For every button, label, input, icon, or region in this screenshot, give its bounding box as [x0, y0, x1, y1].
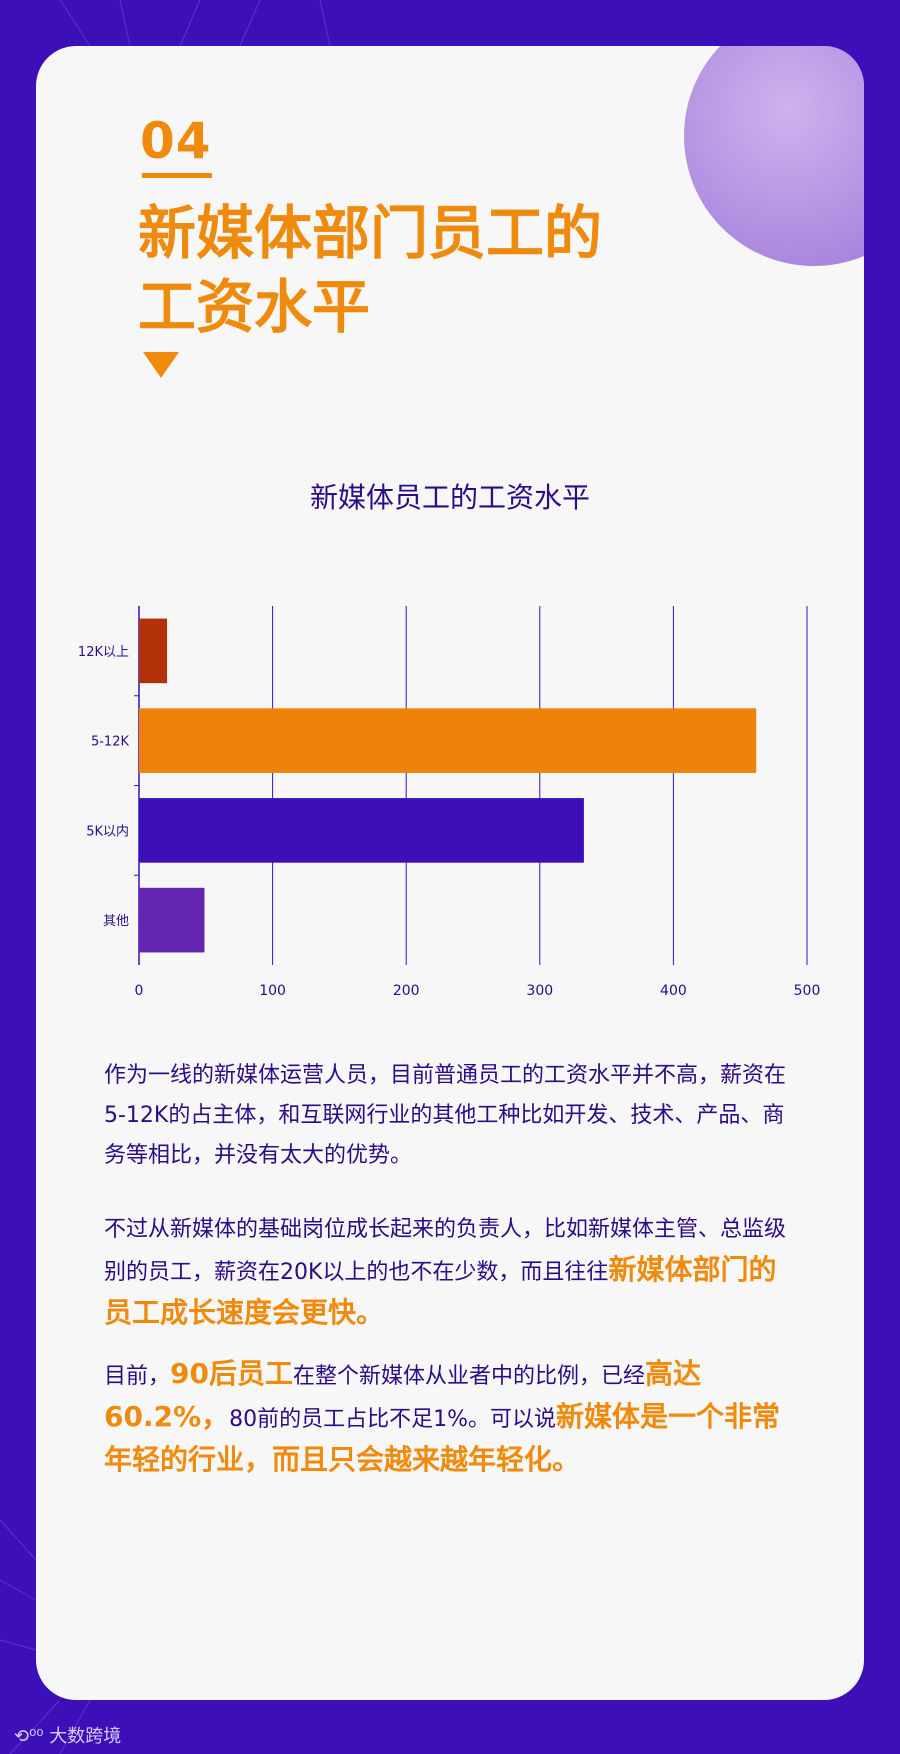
x-tick-label: 500 [794, 983, 821, 999]
paragraph-2-highlight: 新媒体部门的员工成长速度会更快。 [104, 1253, 777, 1329]
footer-brand: ⟲⁰⁰ 大数跨境 [14, 1722, 121, 1748]
section-number: 04 [140, 112, 212, 170]
x-tick-label: 400 [660, 983, 687, 999]
y-category-label: 5K以内 [86, 823, 129, 839]
content-card: 04 新媒体部门员工的 工资水平 新媒体员工的工资水平 0 100 200 300 40… [36, 46, 864, 1700]
brand-logo-icon: ⟲⁰⁰ [14, 1726, 50, 1747]
down-triangle-icon [143, 352, 179, 378]
chart-title: 新媒体员工的工资水平 [309, 481, 590, 514]
paragraph-3-text-b: 在整个新媒体从业者中的比例，已经 [292, 1364, 645, 1389]
paragraph-3: 目前，90后员工在整个新媒体从业者中的比例，已经高达60.2%，80前的员工占比… [104, 1354, 804, 1483]
page-title: 新媒体部门员工的 工资水平 [138, 196, 602, 344]
paragraph-3-text-c: 80前的员工占比不足1%。可以说 [229, 1407, 557, 1432]
x-tick-label: 0 [135, 983, 144, 999]
paragraph-2-text: 不过从新媒体的基础岗位成长起来的负责人，比如新媒体主管、总监级别的员工，薪资在2… [104, 1217, 787, 1285]
paragraph-2: 不过从新媒体的基础岗位成长起来的负责人，比如新媒体主管、总监级别的员工，薪资在2… [104, 1210, 804, 1336]
title-line-1: 新媒体部门员工的 [138, 199, 603, 267]
paragraph-1: 作为一线的新媒体运营人员，目前普通员工的工资水平并不高，薪资在5-12K的占主体… [104, 1063, 787, 1168]
y-category-label: 5-12K [91, 735, 130, 750]
x-tick-label: 100 [259, 983, 286, 999]
x-tick-label: 200 [393, 983, 420, 999]
y-category-label: 12K以上 [78, 645, 129, 660]
paragraph-3-highlight-b: 高达60.2%， [104, 1357, 702, 1433]
section-number-underline [142, 173, 212, 178]
title-line-2: 工资水平 [138, 273, 371, 341]
brand-name: 大数跨境 [49, 1726, 122, 1747]
paragraph-3-highlight-c: 新媒体是一个非常年轻的行业，而且只会越来越年轻化。 [104, 1400, 781, 1476]
corner-circle-decoration [684, 46, 864, 266]
bar [139, 887, 205, 953]
bar [139, 708, 757, 773]
paragraph-3-highlight-a: 90后员工 [170, 1357, 293, 1390]
bar [139, 798, 584, 863]
y-category-label: 其他 [103, 914, 129, 929]
bar [139, 618, 168, 684]
x-tick-label: 300 [526, 983, 553, 999]
paragraph-3-text-a: 目前， [104, 1364, 171, 1389]
